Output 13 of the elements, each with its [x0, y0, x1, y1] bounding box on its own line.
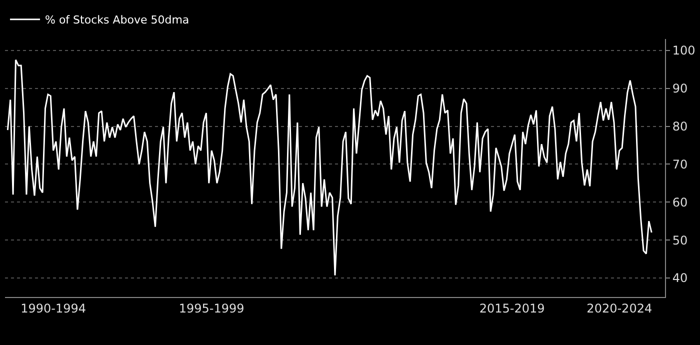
x-tick-label: 2015-2019 — [479, 301, 545, 316]
y-tick-label: 40 — [672, 271, 688, 286]
y-tick-label: 90 — [672, 82, 688, 96]
line-series — [6, 59, 652, 276]
y-tick-label: 70 — [672, 157, 688, 172]
x-tick-label: 2020-2024 — [586, 301, 652, 316]
y-tick-label: 80 — [672, 119, 688, 134]
legend-label: % of Stocks Above 50dma — [45, 14, 190, 27]
y-tick-label: 100 — [672, 44, 696, 58]
x-tick-label: 1995-1999 — [178, 301, 244, 316]
y-tick-label: 50 — [672, 233, 688, 248]
y-tick-label: 60 — [672, 195, 688, 210]
x-tick-label: 1990-1994 — [20, 301, 86, 316]
